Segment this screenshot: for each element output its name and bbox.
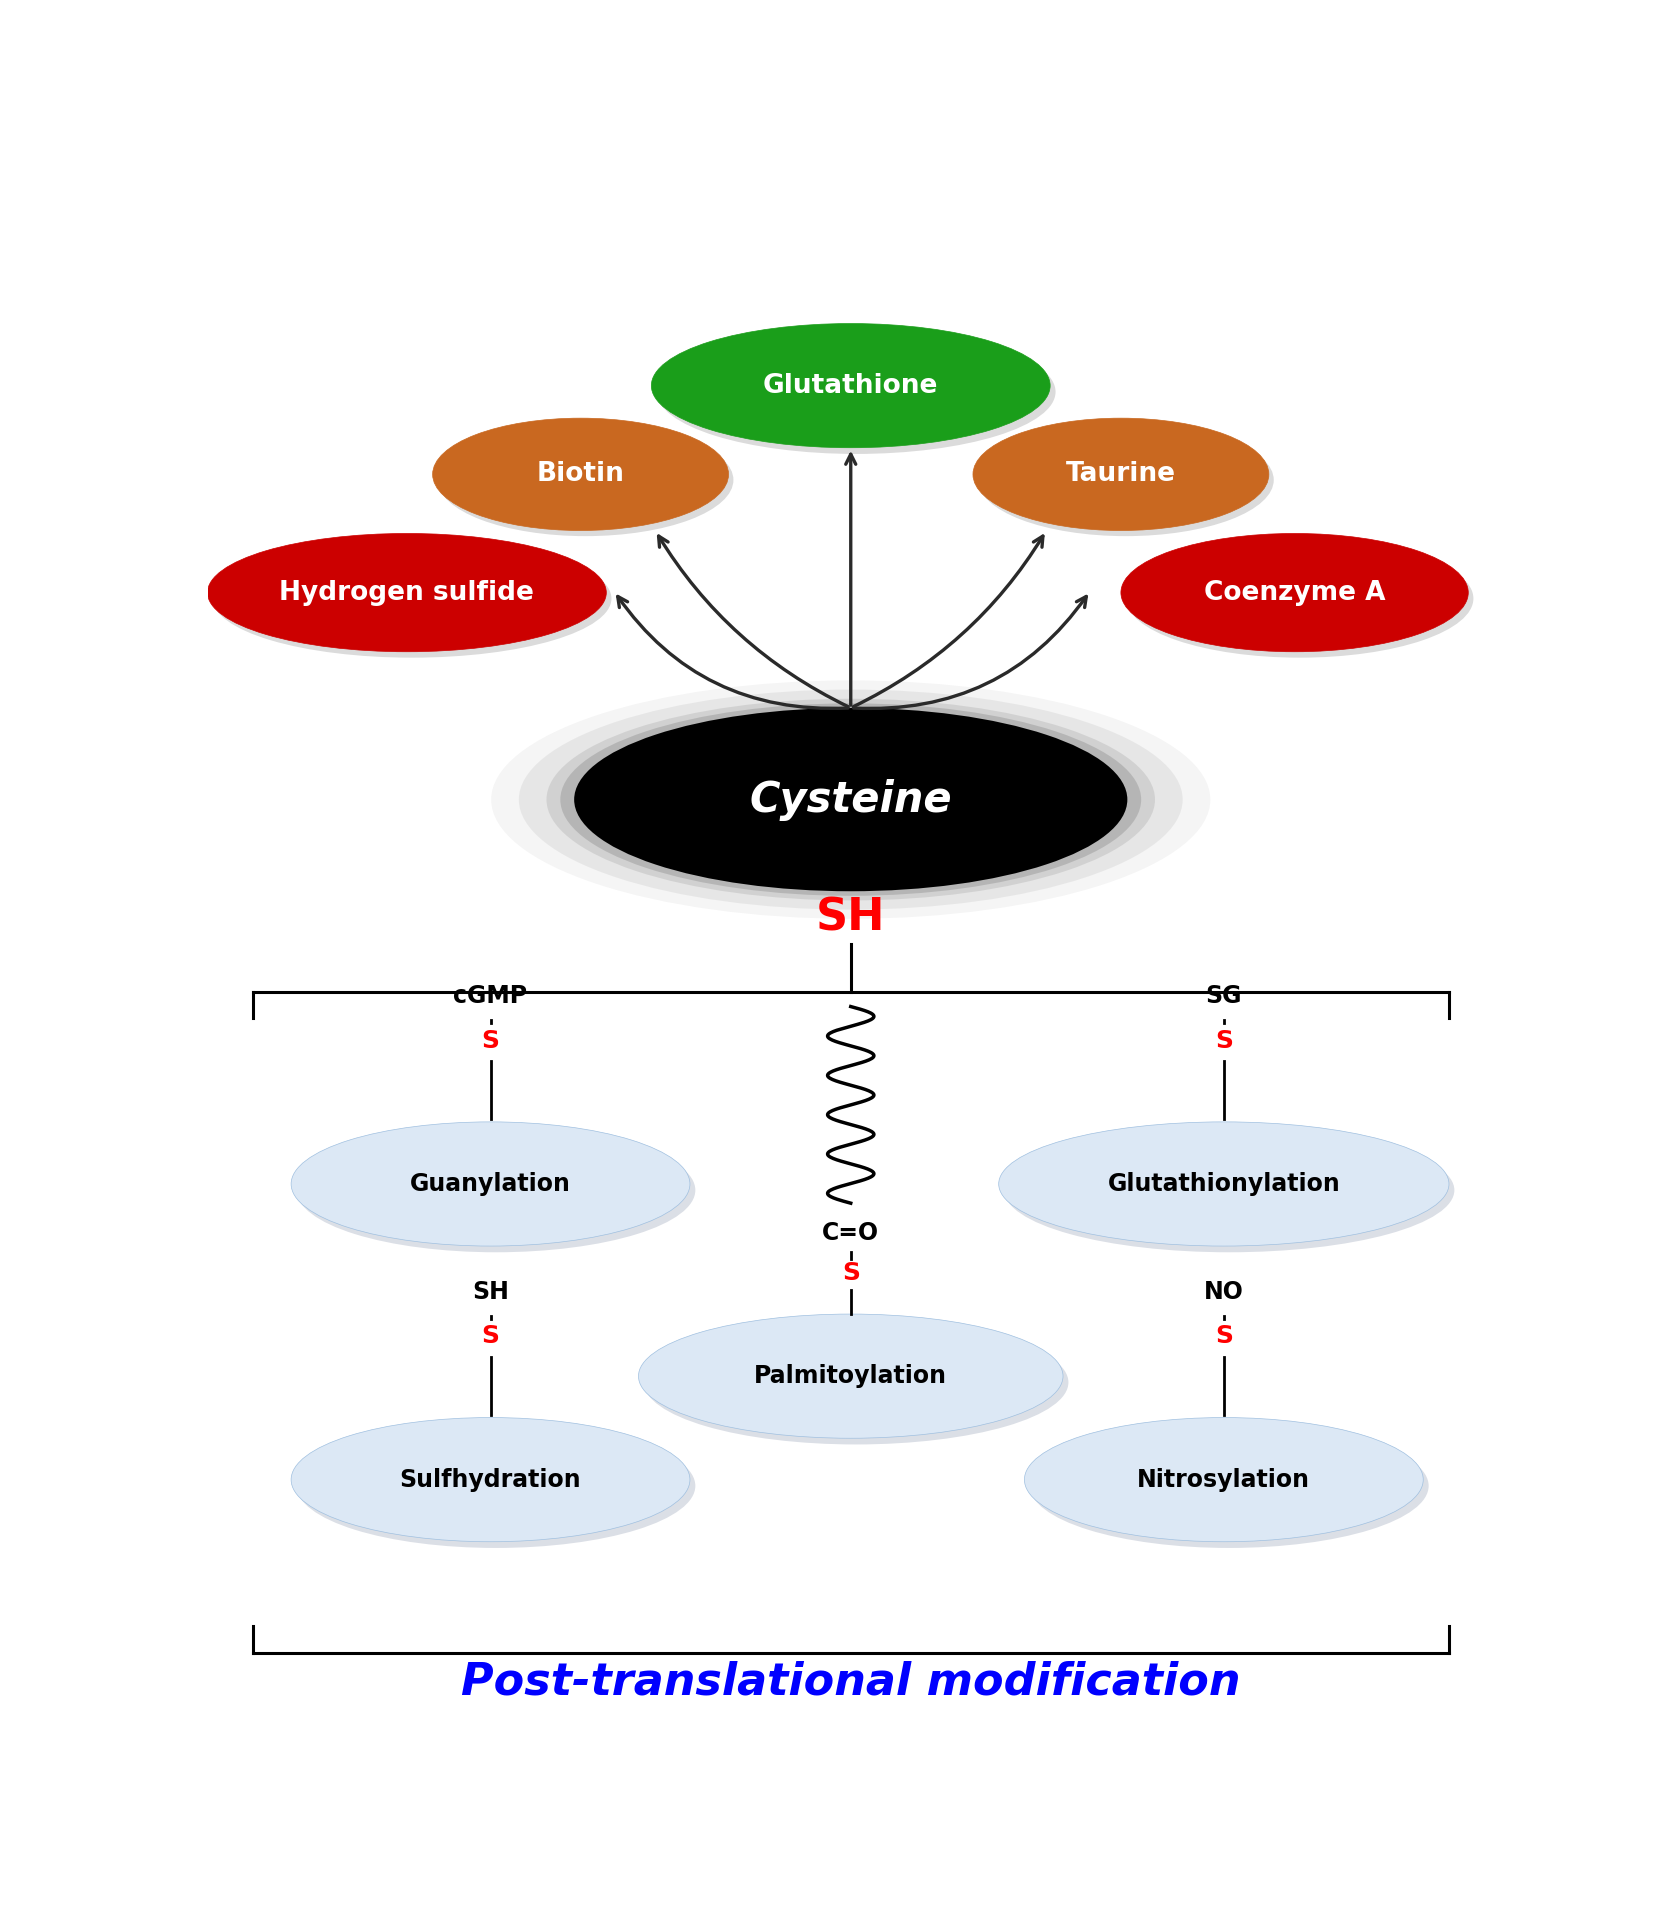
Ellipse shape <box>651 324 1051 447</box>
Ellipse shape <box>1024 1417 1423 1542</box>
Text: S: S <box>842 1261 860 1284</box>
Text: Sulfhydration: Sulfhydration <box>400 1467 581 1492</box>
Text: C=O: C=O <box>822 1221 880 1244</box>
Ellipse shape <box>561 703 1140 897</box>
Text: S: S <box>481 1325 500 1348</box>
Text: Biotin: Biotin <box>536 461 624 488</box>
Text: Glutathionylation: Glutathionylation <box>1107 1171 1340 1196</box>
Ellipse shape <box>433 419 729 530</box>
Text: Hydrogen sulfide: Hydrogen sulfide <box>279 580 535 605</box>
Text: Glutathione: Glutathione <box>764 372 938 399</box>
Ellipse shape <box>297 1425 696 1548</box>
Ellipse shape <box>520 689 1182 910</box>
Text: S: S <box>1215 1325 1233 1348</box>
Text: NO: NO <box>1204 1281 1243 1304</box>
Ellipse shape <box>546 699 1155 900</box>
Ellipse shape <box>297 1129 696 1252</box>
Ellipse shape <box>1029 1425 1429 1548</box>
Text: Coenzyme A: Coenzyme A <box>1204 580 1386 605</box>
Ellipse shape <box>657 330 1056 453</box>
Ellipse shape <box>574 708 1127 891</box>
Ellipse shape <box>1125 540 1474 659</box>
Text: S: S <box>481 1029 500 1052</box>
Text: Taurine: Taurine <box>1066 461 1175 488</box>
Ellipse shape <box>438 424 734 536</box>
Ellipse shape <box>639 1313 1062 1438</box>
Text: cGMP: cGMP <box>453 985 528 1008</box>
Ellipse shape <box>999 1121 1449 1246</box>
Text: Post-translational modification: Post-translational modification <box>461 1661 1240 1703</box>
Ellipse shape <box>290 1121 691 1246</box>
Ellipse shape <box>644 1321 1069 1444</box>
Text: Nitrosylation: Nitrosylation <box>1137 1467 1310 1492</box>
Text: SH: SH <box>817 897 885 939</box>
Ellipse shape <box>208 534 606 651</box>
Text: SH: SH <box>471 1281 510 1304</box>
Ellipse shape <box>491 680 1210 920</box>
Text: Cysteine: Cysteine <box>749 780 953 820</box>
Ellipse shape <box>212 540 611 659</box>
Text: S: S <box>1215 1029 1233 1052</box>
Text: Guanylation: Guanylation <box>410 1171 571 1196</box>
Ellipse shape <box>978 424 1273 536</box>
Ellipse shape <box>973 419 1268 530</box>
Ellipse shape <box>290 1417 691 1542</box>
Ellipse shape <box>1120 534 1469 651</box>
Text: SG: SG <box>1205 985 1242 1008</box>
Text: Palmitoylation: Palmitoylation <box>754 1363 948 1388</box>
Ellipse shape <box>1004 1129 1454 1252</box>
